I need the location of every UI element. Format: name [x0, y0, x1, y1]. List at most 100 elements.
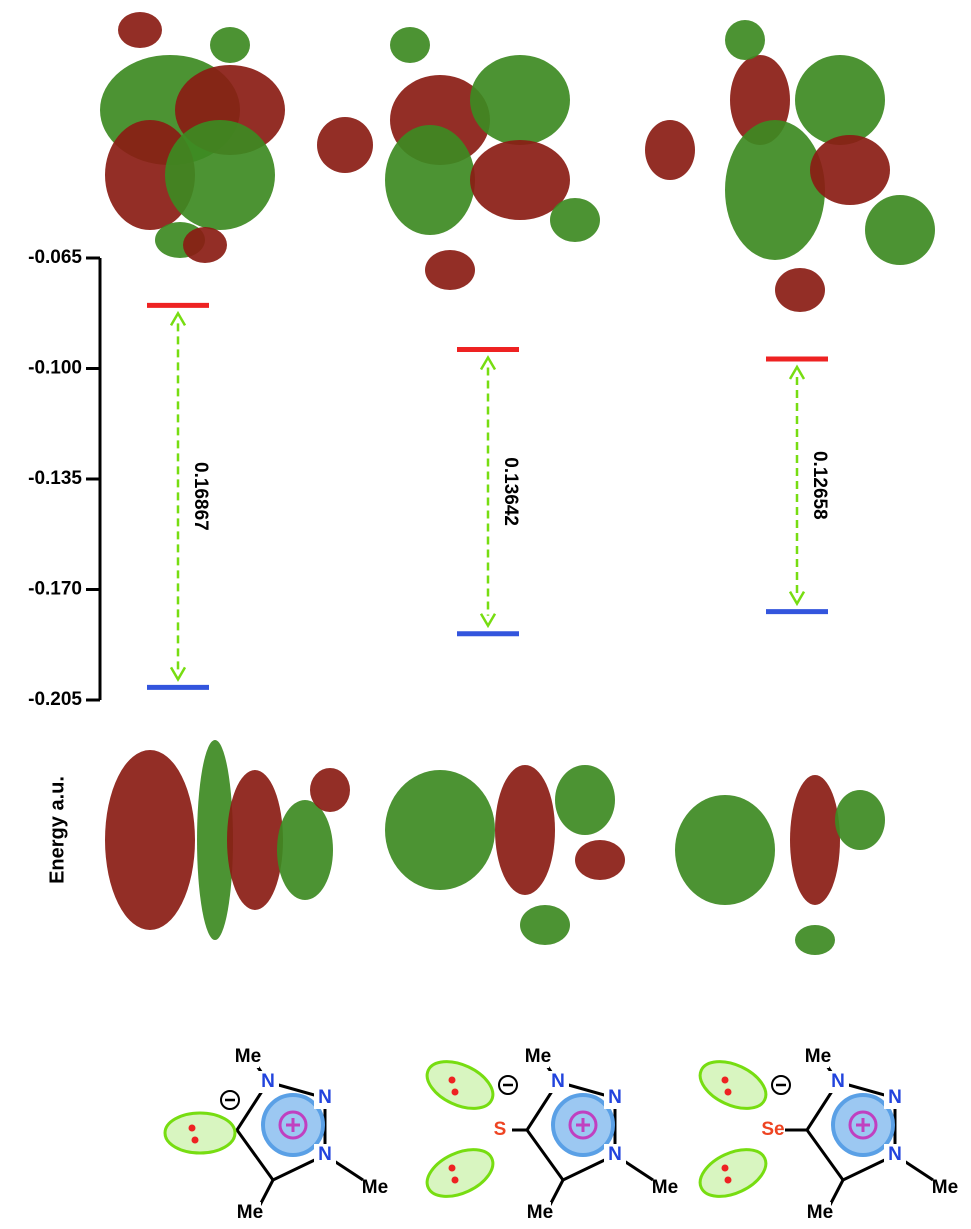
- label-bg: [257, 1071, 279, 1093]
- orbital-lobe: [575, 840, 625, 880]
- atom-label: Me: [525, 1046, 551, 1067]
- plus-sign: [286, 1118, 300, 1132]
- label-bg: [809, 1202, 831, 1224]
- gap-label: 0.12658: [809, 451, 830, 520]
- label-bg: [364, 1177, 386, 1199]
- y-tick-label: -0.100: [28, 358, 82, 379]
- atom-label: N: [318, 1144, 332, 1165]
- atom-label: N: [318, 1087, 332, 1108]
- orbital-lobe: [725, 120, 825, 260]
- atom-label: N: [608, 1087, 622, 1108]
- orbital-lobe: [520, 905, 570, 945]
- electron: [448, 1164, 456, 1172]
- orbital-lobe: [550, 198, 600, 242]
- electron: [191, 1136, 199, 1144]
- plus-sign: [576, 1118, 590, 1132]
- orbital-lobe: [470, 140, 570, 220]
- orbital-lobe: [470, 55, 570, 145]
- label-bg: [547, 1071, 569, 1093]
- atom-label: N: [261, 1071, 275, 1092]
- orbital-lobe: [385, 770, 495, 890]
- label-bg: [827, 1071, 849, 1093]
- orbital-lobe: [105, 750, 195, 930]
- label-bg: [654, 1177, 676, 1199]
- atom-label: N: [831, 1071, 845, 1092]
- orbital-lobe: [555, 765, 615, 835]
- lone-pair-lobe: [425, 1148, 495, 1198]
- label-bg: [884, 1144, 906, 1166]
- atom-label: Me: [527, 1202, 553, 1223]
- label-bg: [237, 1046, 259, 1068]
- orbital-lobe: [425, 250, 475, 290]
- label-bg: [884, 1087, 906, 1109]
- electron: [451, 1088, 459, 1096]
- electron: [721, 1164, 729, 1172]
- electron: [721, 1076, 729, 1084]
- bond: [548, 1179, 565, 1206]
- orbital-lobe: [385, 125, 475, 235]
- arrow-head: [788, 590, 806, 607]
- electron: [724, 1176, 732, 1184]
- electron: [451, 1176, 459, 1184]
- orbital-lobe: [317, 117, 373, 173]
- atom-label: Me: [237, 1202, 263, 1223]
- lone-pair-lobe: [698, 1148, 768, 1198]
- orbital-lobe: [197, 740, 233, 940]
- label-bg: [239, 1202, 261, 1224]
- atom-label: Me: [805, 1046, 831, 1067]
- label-bg: [934, 1177, 956, 1199]
- plus-sign: [856, 1118, 870, 1132]
- arrow-head: [169, 310, 187, 326]
- orbital-lobe: [775, 268, 825, 312]
- atom-label: Me: [807, 1202, 833, 1223]
- label-bg: [529, 1202, 551, 1224]
- orbital-lobe: [865, 195, 935, 265]
- bond: [258, 1179, 275, 1206]
- bond: [828, 1179, 845, 1206]
- heteroatom-label: Se: [761, 1119, 784, 1140]
- gap-label: 0.13642: [500, 457, 521, 526]
- orbital-lobe: [725, 20, 765, 60]
- orbital-lobe: [790, 775, 840, 905]
- orbital-lobe: [390, 27, 430, 63]
- orbital-lobe: [210, 27, 250, 63]
- orbital-lobe: [795, 55, 885, 145]
- label-bg: [314, 1087, 336, 1109]
- atom-label: N: [551, 1071, 565, 1092]
- orbital-lobe: [310, 768, 350, 812]
- orbital-lobe: [810, 135, 890, 205]
- orbital-lobe: [277, 800, 333, 900]
- lone-pair-lobe: [163, 1111, 237, 1155]
- arrow-head: [788, 364, 806, 380]
- orbital-lobe: [495, 765, 555, 895]
- label-bg: [527, 1046, 549, 1068]
- atom-label: Me: [235, 1046, 261, 1067]
- orbital-lobe: [675, 795, 775, 905]
- electron: [724, 1088, 732, 1096]
- atom-label: N: [608, 1144, 622, 1165]
- label-bg: [807, 1046, 829, 1068]
- orbital-lobe: [645, 120, 695, 180]
- heteroatom-label: S: [494, 1119, 507, 1140]
- orbital-lobe: [118, 12, 162, 48]
- orbital-lobe: [183, 227, 227, 263]
- y-tick-label: -0.135: [28, 468, 82, 489]
- atom-label: Me: [652, 1177, 678, 1198]
- orbital-lobe: [165, 120, 275, 230]
- orbital-lobe: [795, 925, 835, 955]
- electron: [188, 1124, 196, 1132]
- lone-pair-lobe: [698, 1060, 768, 1110]
- arrow-head: [169, 666, 187, 682]
- gap-label: 0.16867: [190, 462, 211, 531]
- electron: [448, 1076, 456, 1084]
- plus-charge: [278, 1110, 308, 1140]
- arrow-head: [479, 355, 497, 371]
- plus-charge: [568, 1110, 598, 1140]
- atom-label: Me: [362, 1177, 388, 1198]
- label-bg: [604, 1144, 626, 1166]
- y-tick-label: -0.205: [28, 689, 82, 710]
- label-bg: [604, 1087, 626, 1109]
- atom-label: N: [888, 1087, 902, 1108]
- orbital-lobe: [227, 770, 283, 910]
